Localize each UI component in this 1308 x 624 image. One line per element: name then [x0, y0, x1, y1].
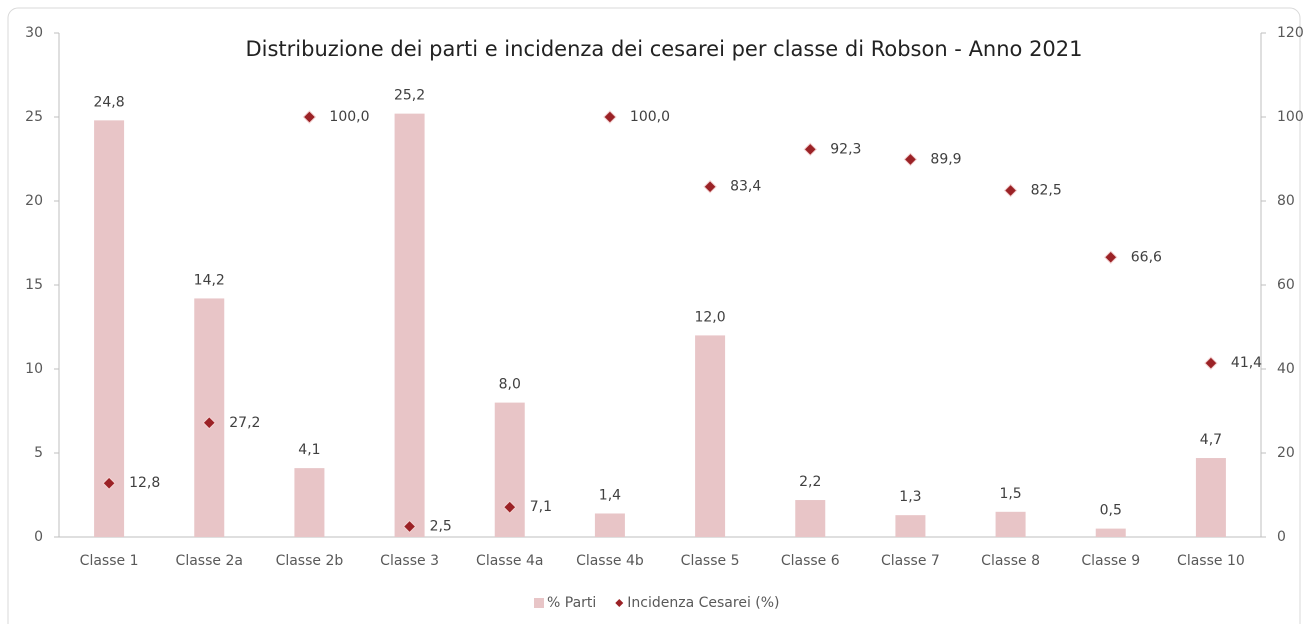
x-tick-label: Classe 8	[981, 553, 1040, 569]
bar	[995, 511, 1026, 537]
data-label: 100,0	[630, 109, 670, 125]
bar	[594, 513, 625, 537]
x-tick-label: Classe 9	[1081, 553, 1140, 569]
y2-tick-label: 100	[1277, 109, 1304, 125]
y-tick-label: 30	[25, 25, 43, 41]
data-label: 12,0	[694, 309, 725, 325]
bar	[294, 468, 325, 537]
marker	[102, 476, 116, 490]
data-label: 27,2	[229, 415, 260, 431]
y2-tick-label: 0	[1277, 529, 1286, 545]
x-tick-label: Classe 1	[80, 553, 139, 569]
data-label: 8,0	[499, 377, 521, 393]
bar	[494, 402, 525, 537]
bar	[895, 515, 926, 537]
chart-frame	[7, 7, 1301, 624]
data-label: 2,2	[799, 474, 821, 490]
bar	[795, 500, 826, 537]
marker	[903, 152, 918, 167]
data-label: 41,4	[1231, 355, 1262, 371]
marker	[1003, 183, 1018, 198]
legend-label: % Parti	[547, 595, 596, 611]
marker	[603, 110, 617, 124]
y2-tick-label: 60	[1277, 277, 1295, 293]
bar	[394, 113, 425, 537]
y-tick-label: 20	[25, 193, 43, 209]
marker	[503, 500, 517, 514]
data-label: 25,2	[394, 88, 425, 104]
marker	[803, 142, 817, 157]
legend-label: Incidenza Cesarei (%)	[627, 595, 779, 611]
y2-tick-label: 120	[1277, 25, 1304, 41]
data-label: 12,8	[129, 475, 160, 491]
data-label: 4,1	[298, 442, 320, 458]
legend-swatch	[534, 598, 544, 608]
y2-tick-label: 20	[1277, 445, 1295, 461]
x-tick-label: Classe 4a	[476, 553, 543, 569]
data-label: 89,9	[930, 151, 961, 167]
data-label: 14,2	[194, 272, 225, 288]
x-tick-label: Classe 2a	[176, 553, 243, 569]
x-tick-label: Classe 7	[881, 553, 940, 569]
data-label: 24,8	[93, 94, 124, 110]
legend-swatch	[615, 599, 624, 607]
x-tick-label: Classe 4b	[576, 553, 644, 569]
data-label: 92,3	[830, 141, 861, 157]
marker	[1204, 356, 1218, 370]
data-label: 66,6	[1131, 249, 1162, 265]
y-tick-label: 10	[25, 361, 43, 377]
y-tick-label: 25	[25, 109, 43, 125]
y-tick-label: 0	[34, 529, 43, 545]
data-label: 4,7	[1200, 432, 1222, 448]
marker	[202, 416, 216, 430]
x-tick-label: Classe 3	[380, 553, 439, 569]
chart-title: Distribuzione dei parti e incidenza dei …	[245, 37, 1082, 61]
marker	[703, 180, 717, 194]
y-tick-label: 15	[25, 277, 43, 293]
x-tick-label: Classe 10	[1177, 553, 1245, 569]
bar	[94, 120, 125, 538]
x-tick-label: Classe 5	[681, 553, 740, 569]
marker	[1104, 250, 1118, 264]
marker	[402, 519, 417, 534]
data-label: 7,1	[530, 499, 552, 515]
y-tick-label: 5	[34, 445, 43, 461]
data-label: 0,5	[1100, 503, 1122, 519]
y2-tick-label: 40	[1277, 361, 1295, 377]
data-label: 1,3	[899, 489, 921, 505]
data-label: 83,4	[730, 179, 761, 195]
marker	[302, 110, 317, 124]
x-tick-label: Classe 6	[781, 553, 840, 569]
data-label: 82,5	[1031, 183, 1062, 199]
data-label: 1,4	[599, 487, 621, 503]
data-label: 100,0	[329, 109, 369, 125]
bar	[695, 335, 726, 537]
y2-tick-label: 80	[1277, 193, 1295, 209]
data-label: 1,5	[999, 486, 1021, 502]
bar	[1195, 458, 1226, 537]
data-label: 2,5	[430, 519, 452, 535]
x-tick-label: Classe 2b	[276, 553, 344, 569]
bar	[1095, 528, 1126, 537]
